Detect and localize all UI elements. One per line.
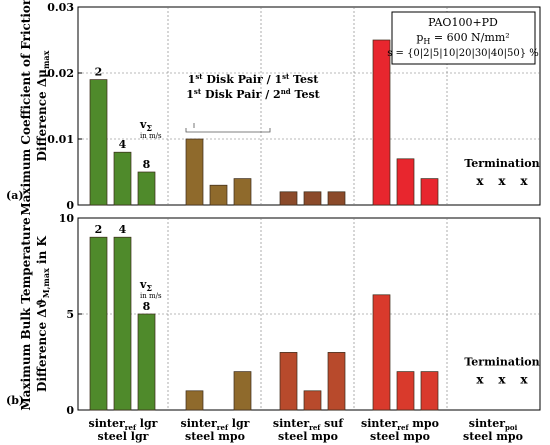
category-label-top: sinterpoi [469,417,518,432]
bar [185,138,204,206]
bar [372,39,391,206]
y-tick-label: 10 [59,212,75,225]
category-label-top: sinterref lgr [181,417,250,432]
termination-mark: x [498,174,506,188]
y-axis-title-line2: Difference Δμmax [35,50,51,161]
bar [327,191,346,206]
bar [279,352,298,411]
category-label-top: sinterref suf [273,417,344,432]
category-label-bottom: steel lgr [98,430,149,443]
annotation-line1: 1st Disk Pair / 1st Test [188,72,320,86]
legend-line3: s = {0|2|5|10|20|30|40|50} % [387,48,539,59]
termination-mark: x [520,174,528,188]
bars-layer [89,39,439,411]
bar [113,151,132,206]
bar-data-label: 2 [95,223,103,236]
y-axis-title-line1: Maximum Bulk Temperature [19,217,33,411]
category-label-top: sinterref lgr [89,417,158,432]
bar [396,158,415,206]
bar [279,191,298,206]
panel-label: (b) [6,394,24,407]
velocity-label: vΣ [139,118,152,133]
velocity-unit: in m/s [140,292,162,300]
y-tick-label: 0 [66,404,74,417]
bar [209,184,228,206]
bar-data-label: 4 [119,223,127,236]
y-tick-label: 0.01 [47,133,74,146]
legend-line1: PAO100+PD [428,16,498,29]
bar-data-label: 8 [143,300,151,313]
category-label-bottom: steel mpo [278,430,338,443]
y-axis-title-line1: Maximum Coefficient of Friction [19,0,33,216]
annotation-bracket [185,128,271,133]
bar [396,371,415,411]
bar-data-label: 4 [119,138,127,151]
velocity-unit: in m/s [140,132,162,140]
bar [420,371,439,411]
velocity-label: vΣ [139,278,152,293]
termination-mark: x [476,372,484,386]
panel-label: (a) [6,189,24,202]
bar [89,236,108,411]
termination-label: Termination [464,157,539,170]
annotation-line2: 1st Disk Pair / 2nd Test [186,87,320,101]
legend-line2: pH = 600 N/mm² [416,31,509,46]
y-tick-label: 0.02 [47,67,74,80]
termination-label: Termination [464,355,539,368]
bar [327,352,346,411]
bar [420,178,439,206]
bar [113,236,132,411]
bar [89,79,108,206]
category-label-bottom: steel mpo [370,430,430,443]
bar [137,171,156,206]
bar-data-label: 2 [95,66,103,79]
y-axis-title-line2: Difference ΔϑM,max in K [35,235,51,391]
category-label-bottom: steel mpo [185,430,245,443]
bar [137,313,156,411]
bar [233,178,252,206]
termination-mark: x [498,372,506,386]
bar [303,191,322,206]
legend-box [391,11,536,65]
bar [372,294,391,411]
bar [233,371,252,411]
y-tick-label: 0.03 [47,1,74,14]
bar-data-label: 8 [143,158,151,171]
bar [185,390,204,411]
y-tick-label: 0 [66,199,74,212]
termination-mark: x [476,174,484,188]
y-tick-label: 5 [66,308,74,321]
category-label-bottom: steel mpo [463,430,523,443]
category-label-top: sinterref mpo [361,417,439,432]
bar [303,390,322,411]
termination-mark: x [520,372,528,386]
